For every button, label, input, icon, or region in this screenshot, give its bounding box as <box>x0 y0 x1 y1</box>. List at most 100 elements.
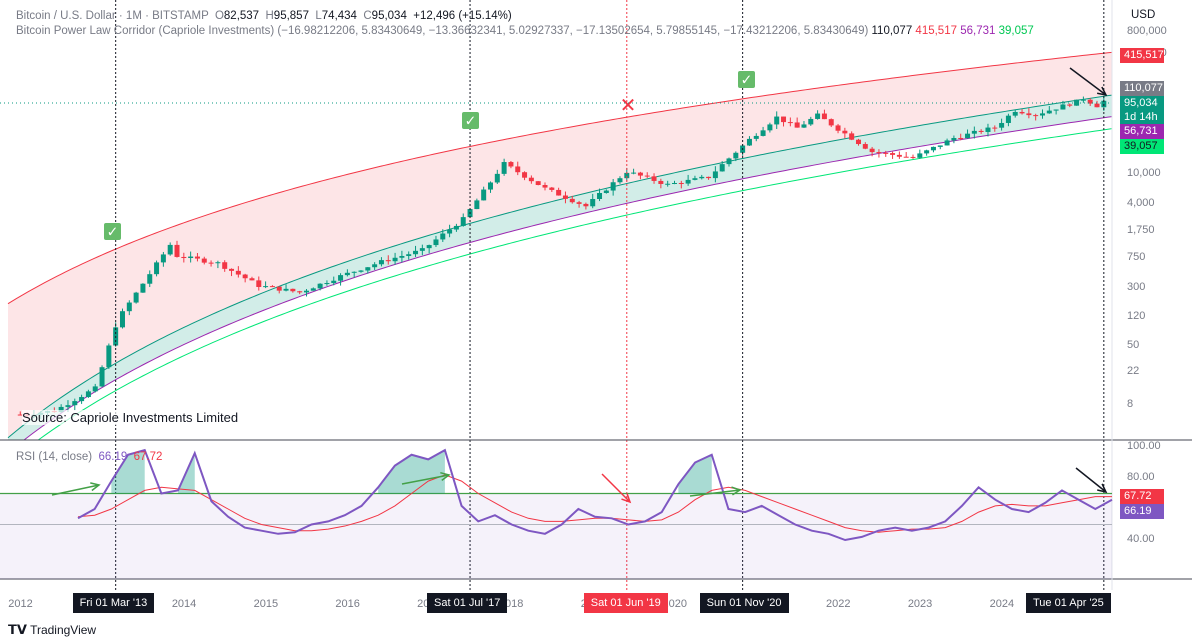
candle-body <box>542 185 548 188</box>
candle-body <box>719 164 725 172</box>
time-tick: 2014 <box>171 598 197 610</box>
candle-body <box>576 202 582 204</box>
check-icon: ✓ <box>107 225 119 241</box>
arrow-icon <box>1097 86 1108 97</box>
candle-body <box>283 288 289 291</box>
candle-body <box>378 260 384 265</box>
arrow-icon <box>90 482 101 492</box>
candle-body <box>1046 110 1052 114</box>
candle-body <box>92 386 98 392</box>
candle-body <box>1067 104 1073 106</box>
price-tick: 50 <box>1127 338 1140 351</box>
candle-body <box>58 406 64 412</box>
fair-value-line <box>7 94 1112 439</box>
rsi-ma-value: 67.72 <box>133 451 163 463</box>
change-value: +12,496 (+15.14%) <box>413 10 512 22</box>
candle-body <box>501 162 507 174</box>
candle-body <box>733 152 739 159</box>
candle-body <box>338 275 344 281</box>
candle-body <box>290 288 296 292</box>
candle-body <box>1019 111 1025 114</box>
candle-body <box>140 283 146 293</box>
candle-body <box>671 182 677 184</box>
candle-body <box>17 414 23 416</box>
candle-body <box>474 200 480 210</box>
price-tick: 8 <box>1127 398 1134 411</box>
check-icon: ✓ <box>465 114 477 130</box>
candle-body <box>133 292 139 303</box>
candle-body <box>453 225 459 230</box>
candle-body <box>447 229 453 234</box>
rsi-value-label: 66.19 <box>1120 504 1164 519</box>
symbol-header[interactable]: Bitcoin / U.S. Dollar · 1M · BITSTAMP O8… <box>16 10 512 22</box>
candle-body <box>767 124 773 131</box>
candle-body <box>385 260 391 262</box>
candle-body <box>65 405 71 407</box>
candle-body <box>781 116 787 123</box>
arrow-icon <box>731 486 742 496</box>
candle-body <box>399 255 405 258</box>
time-tick: 2022 <box>826 598 851 610</box>
rsi-header[interactable]: RSI (14, close) 66.19 67.72 <box>16 451 162 463</box>
candle-body <box>999 122 1005 128</box>
check-icon <box>104 223 121 240</box>
candle-body <box>842 130 848 134</box>
candle-body <box>235 270 241 275</box>
candle-body <box>297 291 303 293</box>
date-box: Sat 01 Jun '19 <box>583 593 668 613</box>
candle-body <box>992 127 998 129</box>
footer-brand: TradingView <box>30 623 97 637</box>
candle-body <box>617 178 623 183</box>
rsi-tick: 80.00 <box>1127 471 1155 483</box>
arrow-icon <box>621 493 632 504</box>
arrow-icon <box>1097 483 1108 494</box>
fair-value-label: 110,077 <box>1120 81 1164 96</box>
candle-body <box>433 239 439 246</box>
annotations: ✓ ✓ ✓ ✕ <box>51 67 1108 504</box>
candle-body <box>692 178 698 180</box>
candle-body <box>194 256 200 259</box>
indicator-header[interactable]: Bitcoin Power Law Corridor (Capriole Inv… <box>16 25 1116 37</box>
candle-body <box>528 177 534 182</box>
candle-body <box>440 233 446 240</box>
indicator-title: Bitcoin Power Law Corridor (Capriole Inv… <box>16 25 869 37</box>
candle-body <box>460 217 466 226</box>
close-value: 95,034 <box>371 10 407 22</box>
open-label: O <box>214 10 224 22</box>
candle-body <box>651 176 657 181</box>
candle-body <box>590 198 596 207</box>
time-tick: 2016 <box>335 598 360 610</box>
candle-body <box>487 182 493 190</box>
candle-body <box>419 248 425 251</box>
tradingview-logo[interactable]: 𝗧𝗩 TradingView <box>8 622 96 638</box>
candle-body <box>855 139 861 145</box>
candle-body <box>263 286 269 288</box>
candle-body <box>188 256 194 259</box>
price-label: 95,034 <box>1120 96 1164 111</box>
currency-label[interactable]: USD <box>1131 9 1156 21</box>
candle-body <box>522 172 528 178</box>
date-box: Sun 01 Nov '20 <box>699 593 789 613</box>
floor-band-label: 39,057 <box>1120 139 1164 154</box>
candle-body <box>79 397 85 402</box>
candle-body <box>126 302 132 312</box>
candle-body <box>174 244 180 257</box>
rsi-tick: 40.00 <box>1127 533 1155 545</box>
indicator-value-4: 39,057 <box>998 25 1034 37</box>
indicator-value-3: 56,731 <box>960 25 996 37</box>
candle-body <box>753 135 759 139</box>
candle-body <box>903 156 909 158</box>
candle-body <box>631 172 637 174</box>
candle-body <box>835 125 841 131</box>
candle-body <box>1060 104 1066 110</box>
candle-body <box>876 152 882 154</box>
candle-body <box>937 145 943 147</box>
time-tick: 2023 <box>907 598 933 610</box>
candle-body <box>890 153 896 155</box>
low-label: L <box>315 10 322 22</box>
candle-body <box>787 122 793 124</box>
candle-body <box>310 288 316 291</box>
indicator-value-1: 110,077 <box>871 25 913 37</box>
time-tick: 2020 <box>662 598 687 610</box>
